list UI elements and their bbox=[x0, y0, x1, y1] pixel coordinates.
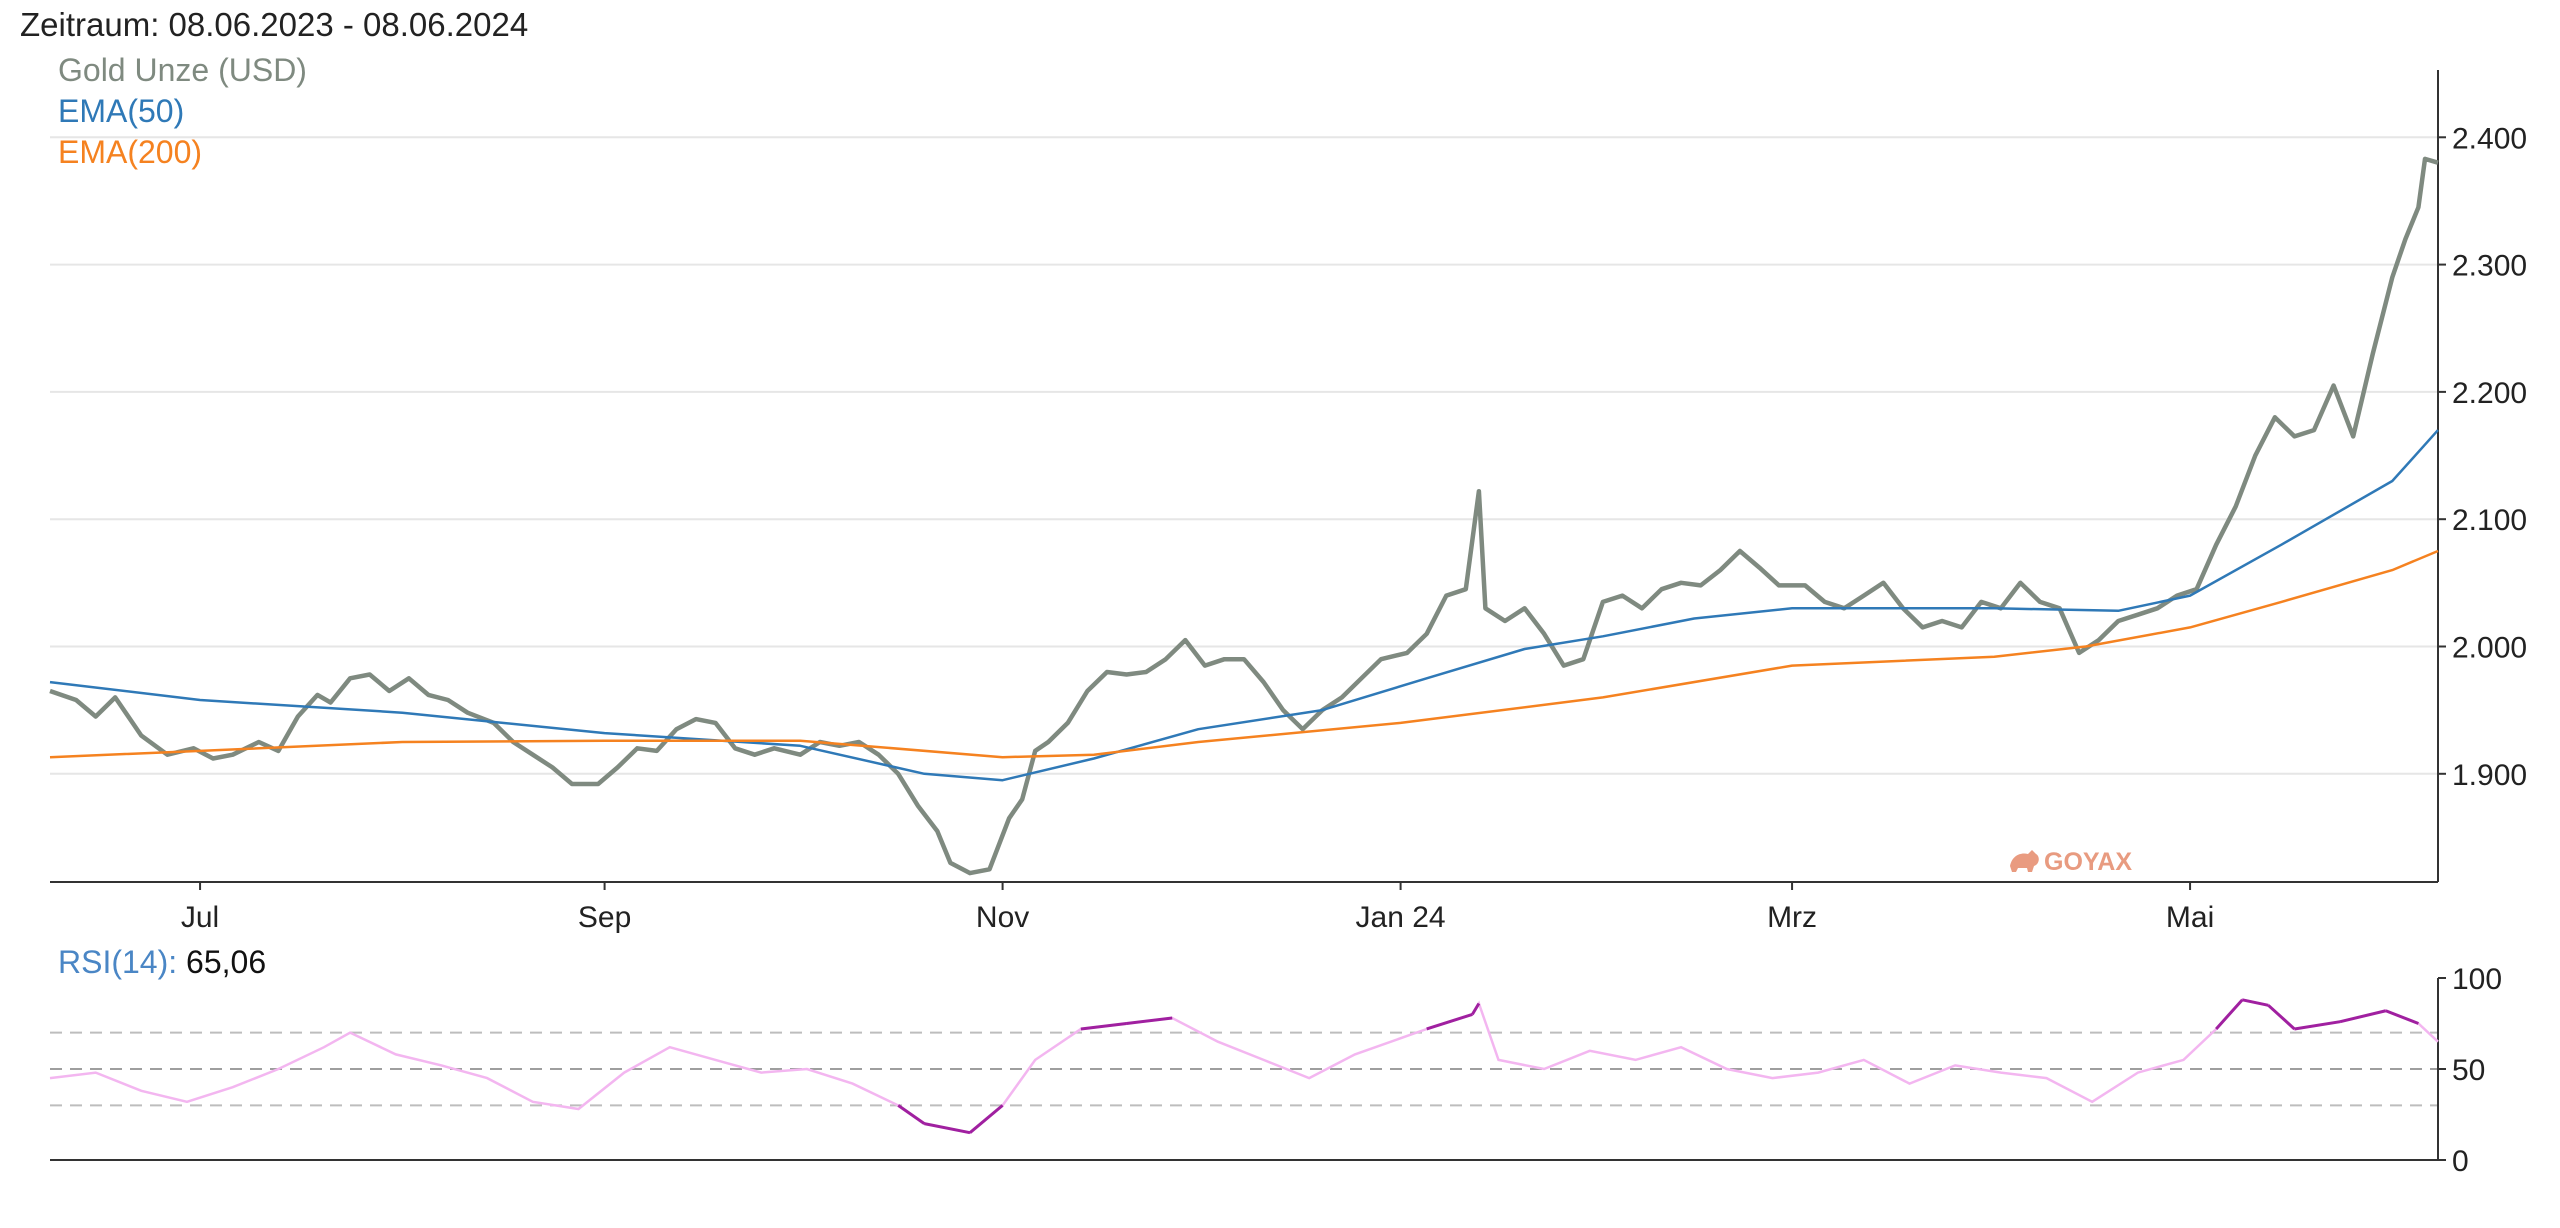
goyax-watermark: GOYAX bbox=[2010, 848, 2132, 876]
rsi-name: RSI(14): bbox=[58, 944, 178, 980]
ema200-line bbox=[49, 549, 2439, 759]
rsi-axes: 0 50 100 bbox=[50, 963, 2502, 1178]
ema50-line bbox=[49, 429, 2439, 782]
main-axes: 1.900 2.000 2.100 2.200 2.300 2.400 Jul Sep Nov J… bbox=[50, 70, 2527, 934]
y-tick-label-1: 2.000 bbox=[2452, 631, 2527, 664]
main-lines bbox=[49, 156, 2439, 876]
y-tick-label-2: 2.100 bbox=[2452, 504, 2527, 537]
gold-price-line bbox=[49, 156, 2439, 876]
legend-gold: Gold Unze (USD) bbox=[58, 52, 307, 88]
rsi-lines bbox=[49, 998, 2439, 1135]
bull-icon bbox=[2010, 850, 2039, 872]
rsi-extreme-segment bbox=[1080, 1022, 1127, 1031]
rsi-legend: RSI(14): 65,06 bbox=[58, 944, 266, 981]
rsi-reference-lines bbox=[50, 1031, 2438, 1107]
rsi-line bbox=[49, 998, 2439, 1135]
rsi-extreme-segment bbox=[897, 1104, 926, 1125]
x-tick-label-3: Jan 24 bbox=[1356, 901, 1446, 934]
rsi-extreme-segment bbox=[1126, 1016, 1173, 1025]
watermark-text: GOYAX bbox=[2044, 848, 2132, 876]
y-tick-label-0: 1.900 bbox=[2452, 759, 2527, 792]
x-tick-label-4: Mrz bbox=[1767, 901, 1817, 934]
y-tick-label-3: 2.200 bbox=[2452, 377, 2527, 410]
legend-ema50: EMA(50) bbox=[58, 93, 185, 129]
rsi-value: 65,06 bbox=[186, 944, 267, 980]
main-grid bbox=[50, 136, 2438, 775]
legend-ema200: EMA(200) bbox=[58, 134, 203, 170]
rsi-tick-label-2: 100 bbox=[2452, 963, 2502, 996]
rsi-extreme-segment bbox=[2241, 998, 2269, 1007]
rsi-extreme-segment bbox=[2339, 1009, 2387, 1024]
y-tick-label-5: 2.400 bbox=[2452, 122, 2527, 155]
x-tick-label-1: Sep bbox=[578, 901, 631, 934]
rsi-tick-label-0: 0 bbox=[2452, 1145, 2469, 1178]
rsi-extreme-segment bbox=[1471, 1002, 1481, 1016]
rsi-extreme-segment bbox=[2215, 998, 2244, 1030]
x-tick-label-0: Jul bbox=[181, 901, 219, 934]
rsi-extreme-segment bbox=[1426, 1012, 1473, 1031]
y-tick-label-4: 2.300 bbox=[2452, 250, 2527, 283]
x-tick-label-5: Mai bbox=[2166, 901, 2214, 934]
rsi-extreme-segment bbox=[2294, 1020, 2341, 1031]
x-tick-label-2: Nov bbox=[976, 901, 1029, 934]
period-label: Zeitraum: 08.06.2023 - 08.06.2024 bbox=[20, 6, 529, 43]
rsi-extreme-segment bbox=[2385, 1009, 2419, 1025]
rsi-extreme-segment bbox=[2267, 1004, 2296, 1031]
rsi-extreme-segment bbox=[924, 1122, 971, 1135]
rsi-tick-label-1: 50 bbox=[2452, 1054, 2485, 1087]
rsi-extreme-segment bbox=[969, 1104, 1004, 1134]
